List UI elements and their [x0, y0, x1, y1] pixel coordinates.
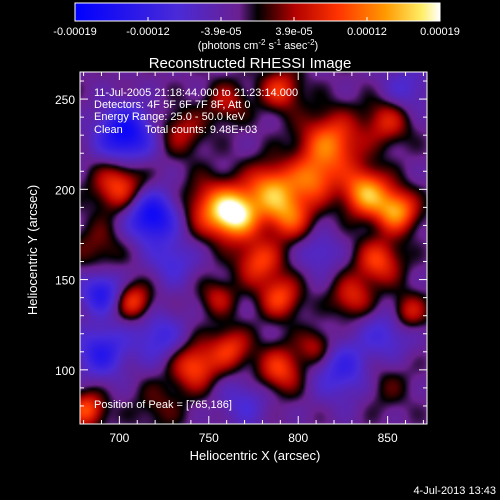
colorbar-tick-label: -3.9e-05: [201, 26, 242, 38]
x-axis-label: Heliocentric X (arcsec): [190, 448, 321, 463]
annotation-method: Clean: [94, 124, 123, 136]
y-axis-tick-labels: 100 150 200 250: [55, 93, 75, 378]
x-tick-label: 800: [288, 431, 308, 445]
colorbar-tick-label: 0.00019: [420, 26, 460, 38]
y-tick-label: 250: [55, 93, 75, 107]
colorbar-tick-labels: -0.00019 -0.00012 -3.9e-05 3.9e-05 0.00012 0.…: [53, 26, 460, 38]
footer-date: 4-Jul-2013 13:43: [413, 485, 496, 497]
y-axis-label: Heliocentric Y (arcsec): [25, 185, 40, 315]
annotation-time-range: 11-Jul-2005 21:18:44.000 to 21:23:14.000: [94, 87, 298, 99]
annotations: 11-Jul-2005 21:18:44.000 to 21:23:14.000…: [94, 87, 298, 411]
colorbar-tick-label: 3.9e-05: [275, 26, 312, 38]
plot-frame: [79, 71, 428, 425]
x-tick-label: 700: [109, 431, 129, 445]
y-tick-label: 200: [55, 183, 75, 197]
y-tick-label: 100: [55, 364, 75, 378]
y-tick-label: 150: [55, 274, 75, 288]
x-tick-label: 750: [199, 431, 219, 445]
colorbar-ticks: [74, 17, 441, 21]
annotation-energy: Energy Range: 25.0 - 50.0 keV: [94, 111, 246, 123]
y-axis-ticks: [80, 80, 427, 425]
x-axis-ticks: [83, 72, 424, 424]
annotation-peak: Position of Peak = [765,186]: [94, 399, 232, 411]
annotation-detectors: Detectors: 4F 5F 6F 7F 8F, Att 0: [94, 99, 251, 111]
heatmap-image: [80, 72, 427, 424]
colorbar-tick-label: 0.00012: [347, 26, 387, 38]
x-axis-tick-labels: 700 750 800 850: [109, 431, 398, 445]
colorbar-tick-label: -0.00012: [126, 26, 169, 38]
annotation-counts: Total counts: 9.48E+03: [145, 124, 257, 136]
colorbar-tick-label: -0.00019: [53, 26, 96, 38]
colorbar-unit-label: (photons cm-2 s-1 asec-2): [198, 38, 318, 52]
x-tick-label: 850: [378, 431, 398, 445]
plot-area: [79, 71, 428, 425]
chart-title: Reconstructed RHESSI Image: [149, 55, 352, 72]
colorbar: [74, 2, 441, 22]
